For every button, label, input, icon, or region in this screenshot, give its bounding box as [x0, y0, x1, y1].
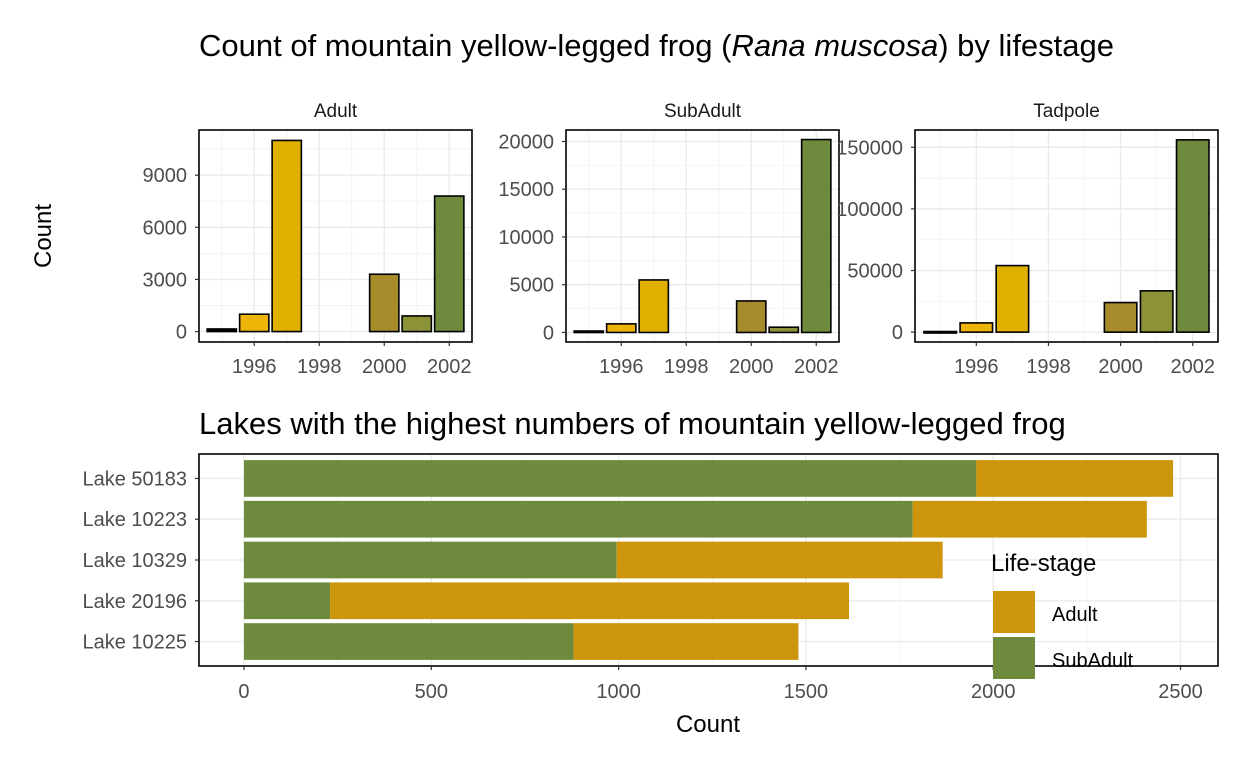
- y-tick-label: 0: [892, 322, 903, 344]
- bar-tadpole-2000: [1103, 301, 1138, 333]
- bar-subadult-2001: [768, 326, 800, 334]
- bar-tadpole-1996: [959, 322, 994, 333]
- top-title-italic: Rana muscosa: [731, 28, 938, 63]
- x-tick-label: 1500: [784, 681, 829, 703]
- top-title-suffix: ) by lifestage: [938, 28, 1114, 63]
- y-tick-label: 15000: [498, 179, 554, 201]
- bar-subadult-1996: [605, 323, 637, 334]
- x-tick-label: 2002: [1171, 356, 1216, 378]
- y-tick-label: 3000: [143, 269, 188, 291]
- legend-label-adult: Adult: [1052, 604, 1098, 626]
- bar-lake-20196-adult: [330, 582, 849, 620]
- x-tick-label: 2000: [1098, 356, 1143, 378]
- y-tick-label: 0: [176, 322, 187, 344]
- bar-tadpole-2002: [1175, 139, 1210, 333]
- y-tick-label: 20000: [498, 131, 554, 153]
- y-tick-label: 100000: [836, 199, 903, 221]
- bottom-x-axis-label: Count: [676, 711, 740, 738]
- y-tick-label: 150000: [836, 137, 903, 159]
- panel-border: [198, 129, 473, 343]
- x-tick-label: 2500: [1158, 681, 1203, 703]
- x-tick-label: 1996: [954, 356, 999, 378]
- y-tick-label: 50000: [847, 261, 903, 283]
- bar-tadpole-1995: [923, 330, 958, 334]
- panel-border: [914, 129, 1219, 343]
- bar-lake-50183-adult: [976, 460, 1174, 497]
- bar-lake-10223-subadult: [243, 500, 913, 538]
- legend-title: Life-stage: [991, 550, 1096, 577]
- y-tick-label: 9000: [143, 165, 188, 187]
- y-tick-label: 5000: [510, 275, 555, 297]
- facet-strip-label: Tadpole: [1033, 101, 1100, 122]
- legend-label-subadult: SubAdult: [1052, 650, 1134, 672]
- x-tick-label: 0: [238, 681, 249, 703]
- bar-lake-50183-subadult: [243, 460, 977, 497]
- bar-adult-1995: [206, 328, 238, 333]
- bar-adult-2002: [433, 195, 465, 333]
- x-tick-label: 2002: [794, 356, 839, 378]
- facet-panel-tadpole: Tadpole 0 50000 100000 150000 1996 1998 2000 200…: [836, 101, 1219, 378]
- y-category-label: Lake 10225: [82, 632, 187, 654]
- bar-adult-1997: [271, 139, 303, 333]
- facet-panel-subadult: SubAdult 0 5000 10000 15000 20000 1996 1998 2000…: [498, 101, 840, 378]
- x-tick-label: 2000: [971, 681, 1016, 703]
- bottom-chart-title: Lakes with the highest numbers of mounta…: [199, 406, 1066, 441]
- bar-adult-1996: [238, 313, 270, 333]
- x-tick-label: 2002: [427, 356, 472, 378]
- bar-lake-20196-subadult: [243, 582, 331, 620]
- x-tick-label: 500: [415, 681, 448, 703]
- bar-lake-10225-adult: [573, 623, 799, 660]
- panel-border: [565, 129, 840, 343]
- bar-lake-10223-adult: [912, 500, 1147, 538]
- top-chart-title: Count of mountain yellow-legged frog (Ra…: [199, 28, 1114, 63]
- bar-lake-10329-adult: [616, 541, 943, 579]
- facet-panel-adult: Adult 0 3000 6000 9000 1996 1998 2000 2002: [143, 101, 473, 378]
- bar-adult-2001: [401, 315, 433, 333]
- x-tick-label: 1998: [1026, 356, 1071, 378]
- bar-lake-10329-subadult: [243, 541, 617, 579]
- y-category-label: Lake 10329: [82, 550, 187, 572]
- x-tick-label: 1000: [596, 681, 641, 703]
- facet-strip-label: SubAdult: [664, 101, 742, 122]
- bar-tadpole-1997: [995, 264, 1030, 333]
- legend-key-adult: [993, 591, 1035, 633]
- top-title-prefix: Count of mountain yellow-legged frog (: [199, 28, 732, 63]
- y-tick-label: 0: [543, 322, 554, 344]
- bar-tadpole-2001: [1139, 290, 1174, 333]
- bar-subadult-2000: [735, 300, 767, 334]
- lakes-bar-panel: Lake 50183 Lake 10223 Lake 10329 Lake 20196…: [82, 453, 1219, 703]
- top-y-axis-label: Count: [30, 204, 57, 268]
- x-tick-label: 1998: [297, 356, 342, 378]
- legend: Life-stage Adult SubAdult: [991, 550, 1134, 679]
- x-tick-label: 1998: [664, 356, 709, 378]
- y-tick-label: 6000: [143, 217, 188, 239]
- bar-adult-2000: [368, 273, 400, 333]
- y-tick-label: 10000: [498, 227, 554, 249]
- x-tick-label: 1996: [599, 356, 644, 378]
- y-category-label: Lake 50183: [82, 468, 187, 490]
- facet-strip-label: Adult: [314, 101, 358, 122]
- y-category-label: Lake 20196: [82, 591, 187, 613]
- bar-subadult-2002: [800, 138, 832, 334]
- bar-subadult-1995: [573, 330, 605, 334]
- bar-subadult-1997: [638, 279, 670, 334]
- x-tick-label: 2000: [362, 356, 407, 378]
- legend-key-subadult: [993, 637, 1035, 679]
- bar-lake-10225-subadult: [243, 623, 574, 660]
- y-category-label: Lake 10223: [82, 509, 187, 531]
- x-tick-label: 1996: [232, 356, 277, 378]
- x-tick-label: 2000: [729, 356, 774, 378]
